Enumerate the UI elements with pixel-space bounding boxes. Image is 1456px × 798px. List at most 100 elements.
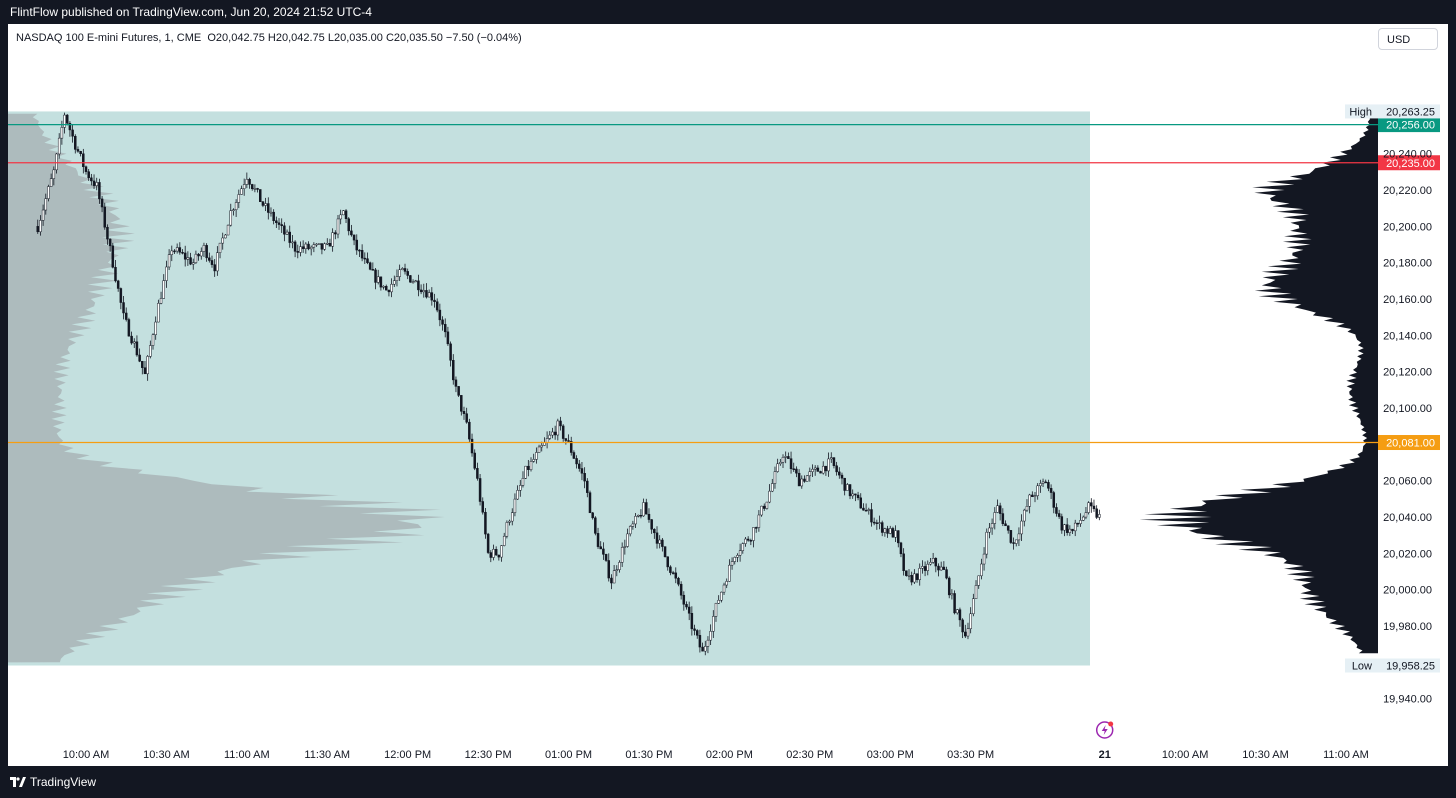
price-chart[interactable]: 20,256.00 20,235.00 20,081.00 20,240.00 20,2… bbox=[8, 24, 1448, 766]
currency-selector[interactable]: USD bbox=[1378, 28, 1438, 50]
candle-body bbox=[293, 241, 297, 252]
candle-body bbox=[264, 203, 267, 206]
candle-body bbox=[961, 619, 964, 633]
candle-body bbox=[114, 267, 117, 282]
candle-body bbox=[226, 224, 230, 236]
candle-body bbox=[307, 243, 310, 250]
candle-body bbox=[224, 234, 227, 239]
candle-body bbox=[993, 512, 997, 524]
candle-body bbox=[505, 522, 509, 537]
orange-level-label-bg bbox=[1378, 435, 1440, 451]
chart-panel[interactable]: 20,256.00 20,235.00 20,081.00 20,240.00 20,2… bbox=[8, 24, 1448, 766]
candle-body bbox=[296, 251, 300, 253]
candle-body bbox=[714, 603, 718, 617]
candle-body bbox=[875, 522, 879, 524]
candle-body bbox=[468, 421, 471, 440]
y-tick-label: 20,140.00 bbox=[1383, 330, 1432, 342]
candle-body bbox=[460, 395, 463, 412]
tradingview-brand[interactable]: TradingView bbox=[10, 775, 96, 789]
y-tick-label: 20,100.00 bbox=[1383, 403, 1432, 415]
candle-body bbox=[1014, 539, 1018, 544]
candle-body bbox=[486, 533, 490, 553]
candle-body bbox=[323, 243, 326, 250]
candle-body bbox=[165, 266, 168, 281]
high-tag-bg bbox=[1345, 104, 1378, 119]
candle-body bbox=[824, 465, 828, 472]
candle-body bbox=[409, 275, 412, 283]
brand-name: TradingView bbox=[30, 775, 97, 789]
candle-body bbox=[821, 465, 825, 474]
candle-body bbox=[947, 577, 951, 596]
notification-dot-icon bbox=[1108, 721, 1114, 727]
y-tick-label: 20,000.00 bbox=[1383, 585, 1432, 597]
candle-body bbox=[470, 438, 474, 454]
x-tick-label: 02:00 PM bbox=[706, 749, 753, 761]
x-tick-label: 01:30 PM bbox=[625, 749, 672, 761]
candle-body bbox=[741, 543, 745, 551]
candle-body bbox=[918, 568, 921, 580]
candle-body bbox=[1095, 508, 1098, 518]
x-tick-label: 03:00 PM bbox=[867, 749, 914, 761]
candle-body bbox=[360, 250, 364, 259]
candle-body bbox=[1063, 524, 1066, 531]
candle-body bbox=[111, 245, 115, 268]
candle-body bbox=[921, 566, 924, 569]
x-tick-label: 11:00 AM bbox=[1323, 749, 1369, 761]
candle-body bbox=[537, 446, 541, 453]
candle-body bbox=[124, 312, 128, 320]
candle-body bbox=[301, 246, 305, 250]
candle-body bbox=[135, 341, 139, 356]
candle-body bbox=[419, 289, 423, 293]
candle-body bbox=[371, 269, 375, 271]
candle-body bbox=[931, 558, 935, 563]
candle-body bbox=[945, 569, 948, 579]
candle-body bbox=[41, 209, 45, 221]
candle-body bbox=[996, 505, 999, 513]
candle-body bbox=[535, 452, 538, 460]
candle-body bbox=[167, 254, 171, 268]
candle-body bbox=[1006, 525, 1010, 531]
candle-body bbox=[516, 490, 519, 500]
candle-body bbox=[695, 630, 699, 636]
candle-body bbox=[964, 631, 967, 637]
candle-body bbox=[476, 468, 479, 479]
candle-body bbox=[76, 149, 80, 152]
publisher-bar: FlintFlow published on TradingView.com, … bbox=[0, 0, 1456, 24]
candle-body bbox=[913, 573, 916, 583]
candle-body bbox=[757, 514, 761, 528]
x-tick-label: 11:00 AM bbox=[224, 749, 270, 761]
candle-body bbox=[435, 301, 439, 311]
y-tick-label: 20,120.00 bbox=[1383, 367, 1432, 379]
orange-level-label: 20,081.00 bbox=[1386, 438, 1435, 450]
candle-body bbox=[315, 243, 318, 246]
candle-body bbox=[915, 573, 919, 580]
candle-body bbox=[578, 463, 581, 469]
candle-body bbox=[489, 552, 493, 558]
candle-body bbox=[722, 584, 726, 593]
x-tick-label: 12:00 PM bbox=[384, 749, 431, 761]
candle-body bbox=[457, 386, 460, 396]
candle-body bbox=[481, 501, 485, 513]
candle-body bbox=[846, 484, 849, 491]
x-tick-label: 11:30 AM bbox=[304, 749, 350, 761]
candle-body bbox=[183, 252, 187, 260]
candle-body bbox=[642, 502, 645, 517]
candle-body bbox=[1084, 512, 1088, 518]
candle-body bbox=[720, 591, 723, 601]
candle-body bbox=[269, 211, 273, 214]
candle-body bbox=[894, 530, 897, 538]
candle-body bbox=[567, 440, 570, 442]
candle-body bbox=[417, 280, 420, 291]
candle-body bbox=[277, 222, 281, 225]
publisher-line: FlintFlow published on TradingView.com, … bbox=[10, 5, 372, 19]
candle-body bbox=[771, 483, 774, 492]
candle-body bbox=[454, 379, 458, 387]
candle-body bbox=[116, 280, 120, 289]
candle-body bbox=[320, 243, 324, 250]
candle-body bbox=[240, 188, 243, 195]
candle-body bbox=[406, 271, 409, 276]
candle-body bbox=[907, 575, 911, 577]
candle-body bbox=[690, 613, 694, 630]
candle-body bbox=[1071, 528, 1074, 532]
candle-body bbox=[813, 467, 817, 470]
